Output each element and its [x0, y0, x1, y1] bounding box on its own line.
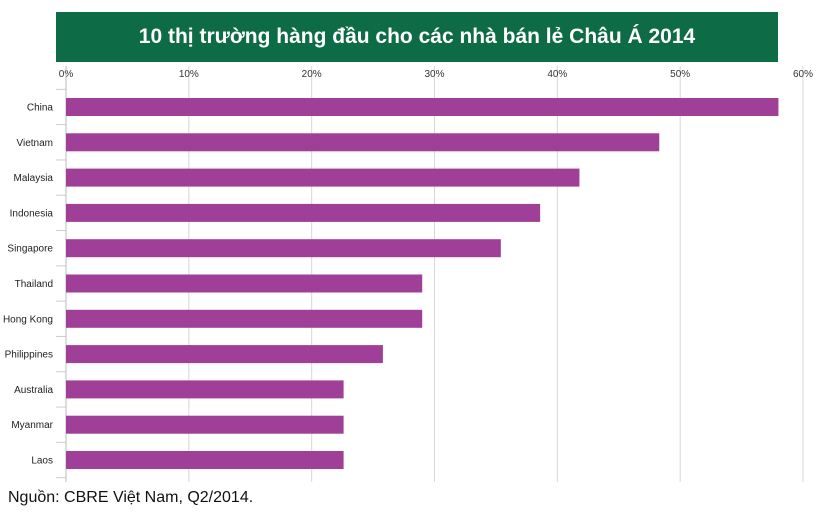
category-label: Philippines — [5, 350, 53, 361]
bar — [66, 203, 541, 222]
category-label: Singapore — [7, 244, 53, 255]
x-tick-label: 20% — [302, 69, 322, 80]
category-label: Vietnam — [16, 138, 53, 149]
x-tick-label: 30% — [424, 69, 444, 80]
x-tick-label: 50% — [670, 69, 690, 80]
bar — [66, 274, 423, 293]
chart-title: 10 thị trường hàng đầu cho các nhà bán l… — [138, 25, 696, 48]
category-label: Thailand — [15, 279, 53, 290]
category-label: Malaysia — [14, 173, 54, 184]
category-label: Laos — [31, 456, 53, 467]
category-label: Indonesia — [10, 208, 54, 219]
source-note: Nguồn: CBRE Việt Nam, Q2/2014. — [8, 489, 254, 506]
bar — [66, 415, 344, 434]
x-tick-label: 60% — [793, 69, 813, 80]
bar — [66, 309, 423, 328]
category-label: China — [27, 103, 54, 114]
category-label: Hong Kong — [3, 314, 53, 325]
bar — [66, 98, 779, 116]
bar — [66, 345, 383, 364]
bar — [66, 168, 580, 187]
bar — [66, 133, 660, 152]
category-label: Australia — [14, 385, 53, 396]
bar — [66, 380, 344, 399]
x-tick-label: 40% — [547, 69, 567, 80]
x-tick-label: 10% — [179, 69, 199, 80]
bar — [66, 239, 501, 258]
category-label: Myanmar — [11, 420, 53, 431]
chart-title-banner: 10 thị trường hàng đầu cho các nhà bán l… — [56, 12, 778, 62]
bar — [66, 451, 344, 469]
